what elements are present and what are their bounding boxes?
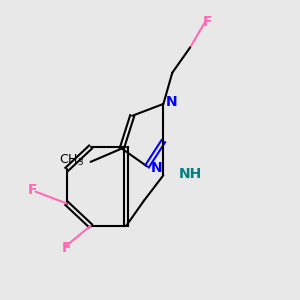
Text: CH$_3$: CH$_3$ — [59, 153, 85, 168]
Text: F: F — [28, 183, 37, 197]
Text: N: N — [166, 95, 178, 110]
Text: N: N — [151, 161, 162, 175]
Text: NH: NH — [179, 167, 202, 182]
Text: F: F — [203, 15, 213, 29]
Text: F: F — [62, 241, 71, 255]
